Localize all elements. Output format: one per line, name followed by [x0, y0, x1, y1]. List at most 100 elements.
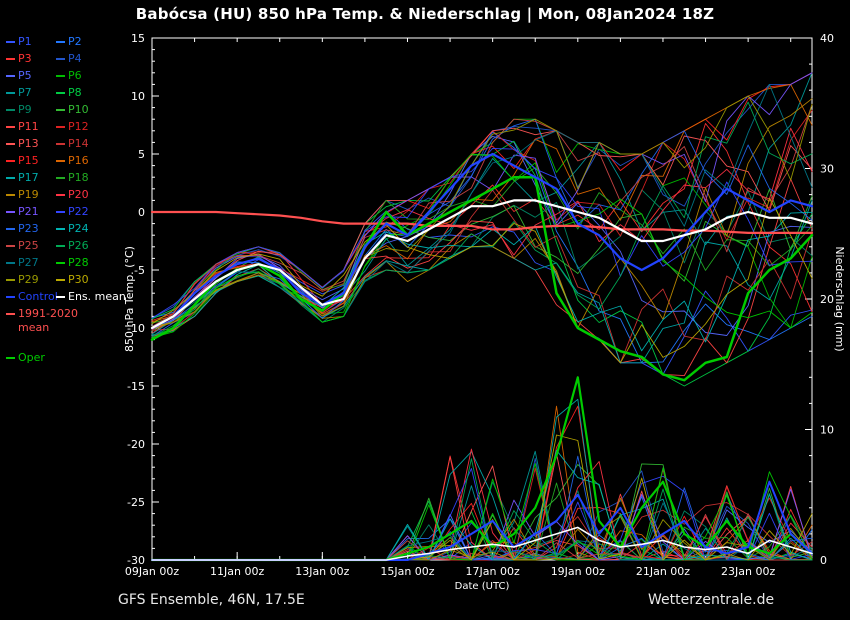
legend-label: P23: [18, 222, 39, 235]
legend-color-dash: [56, 245, 65, 247]
legend-color-dash: [56, 211, 65, 213]
legend-item-p8: P8: [56, 87, 134, 99]
member-temp-line-p4: [151, 72, 813, 319]
legend-color-dash: [6, 357, 15, 359]
member-temp-line-p20: [151, 127, 813, 331]
legend-label: P17: [18, 171, 39, 184]
ens-mean-precip-line: [151, 526, 813, 561]
legend-item-p20: P20: [56, 189, 134, 201]
legend-item-p6: P6: [56, 70, 134, 82]
member-temp-line-p9: [151, 189, 813, 336]
legend-label: P4: [68, 52, 82, 65]
legend-label: P6: [68, 69, 82, 82]
legend-item-p29: P29: [6, 274, 56, 286]
legend-item-p3: P3: [6, 53, 56, 65]
y-left-tick-label: -15: [127, 380, 145, 393]
legend-item-p28: P28: [56, 257, 134, 269]
legend-item-ens-mean: Ens. mean: [56, 291, 134, 303]
y-left-tick-label: 0: [138, 206, 145, 219]
legend-color-dash: [56, 228, 65, 230]
member-precip-line-p7: [151, 450, 813, 561]
legend-label: P28: [68, 256, 89, 269]
legend-color-dash: [56, 160, 65, 162]
legend-color-dash: [56, 58, 65, 60]
oper-temp-line: [150, 175, 814, 382]
legend-item-p19: P19: [6, 189, 56, 201]
legend-color-dash: [6, 245, 15, 247]
x-tick-label: 23Jan 00z: [721, 565, 775, 578]
legend-label: P19: [18, 188, 39, 201]
legend-color-dash: [6, 228, 15, 230]
legend-color-dash: [6, 143, 15, 145]
y-left-tick-label: 10: [131, 90, 145, 103]
y-left-tick-label: -5: [134, 264, 145, 277]
legend-label: P27: [18, 256, 39, 269]
legend-item-p2: P2: [56, 36, 134, 48]
legend-item-p24: P24: [56, 223, 134, 235]
legend-item-control: Control: [6, 291, 58, 303]
y-right-tick-label: 10: [820, 424, 834, 437]
legend-item-p1: P1: [6, 36, 56, 48]
y-right-tick-label: 30: [820, 163, 834, 176]
member-temp-line-p5: [151, 135, 813, 336]
legend-label: P3: [18, 52, 32, 65]
legend-color-dash: [6, 211, 15, 213]
y-left-tick-label: -10: [127, 322, 145, 335]
legend-label: P14: [68, 137, 89, 150]
legend-item-p30: P30: [56, 274, 134, 286]
member-temp-line-p18: [151, 167, 813, 324]
member-temp-line-p26: [151, 101, 813, 338]
legend-label: P1: [18, 35, 32, 48]
y-left-tick-label: -20: [127, 438, 145, 451]
legend-color-dash: [56, 296, 65, 298]
member-temp-line-p29: [151, 95, 813, 327]
legend-item-p11: P11: [6, 121, 56, 133]
legend-item-p14: P14: [56, 138, 134, 150]
legend-item-p13: P13: [6, 138, 56, 150]
legend-item-p27: P27: [6, 257, 56, 269]
legend-item-p10: P10: [56, 104, 134, 116]
x-tick-label: 09Jan 00z: [125, 565, 179, 578]
legend-color-dash: [6, 126, 15, 128]
legend-color-dash: [56, 75, 65, 77]
legend-color-dash: [6, 109, 15, 111]
legend-color-dash: [56, 279, 65, 281]
footer-model-info: GFS Ensemble, 46N, 17.5E: [118, 592, 305, 608]
legend-item-p16: P16: [56, 155, 134, 167]
legend-color-dash: [56, 92, 65, 94]
legend-label: P5: [18, 69, 32, 82]
legend-color-dash: [56, 177, 65, 179]
legend-label: P18: [68, 171, 89, 184]
legend-item-clim-mean: 1991-2020: [6, 308, 134, 320]
legend-item-p9: P9: [6, 104, 56, 116]
member-temp-line-p13: [151, 127, 813, 330]
legend-item-p21: P21: [6, 206, 56, 218]
x-tick-label: 17Jan 00z: [466, 565, 520, 578]
legend-color-dash: [6, 58, 15, 60]
legend-color-dash: [6, 160, 15, 162]
legend-color-dash: [6, 194, 15, 196]
legend-label: P12: [68, 120, 89, 133]
member-temp-line-p2: [151, 131, 813, 364]
y-left-axis-label: 850 hPa Temp. (°C): [123, 246, 136, 352]
y-right-tick-label: 40: [820, 32, 834, 45]
legend-color-dash: [6, 296, 15, 298]
member-temp-line-p21: [151, 72, 813, 330]
legend-label: P16: [68, 154, 89, 167]
legend-label: P13: [18, 137, 39, 150]
legend-color-dash: [6, 262, 15, 264]
legend-label: P25: [18, 239, 39, 252]
x-tick-label: 13Jan 00z: [295, 565, 349, 578]
legend-color-dash: [6, 177, 15, 179]
member-temp-line-p25: [151, 104, 813, 328]
legend-item-p22: P22: [56, 206, 134, 218]
footer-site-name: Wetterzentrale.de: [648, 592, 775, 608]
legend-color-dash: [6, 75, 15, 77]
y-left-tick-label: 5: [138, 148, 145, 161]
legend-label: P8: [68, 86, 82, 99]
member-temp-line-p17: [151, 200, 813, 364]
legend-label: Oper: [18, 351, 45, 364]
legend-item-p7: P7: [6, 87, 56, 99]
